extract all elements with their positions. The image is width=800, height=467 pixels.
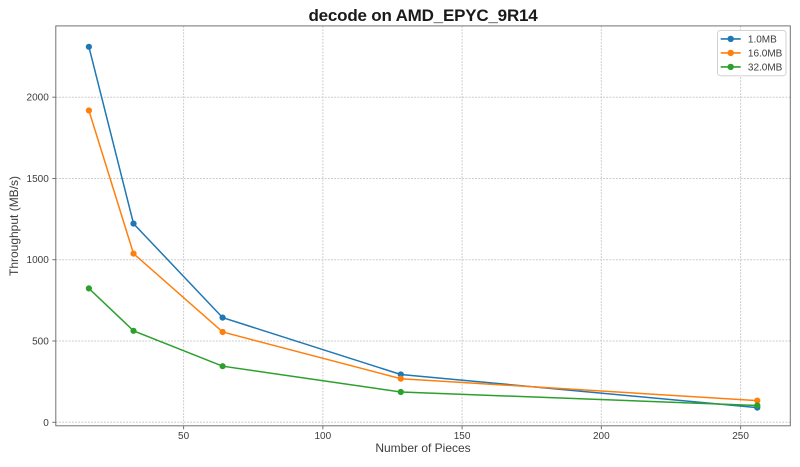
svg-text:100: 100 — [315, 431, 332, 442]
svg-text:50: 50 — [178, 431, 190, 442]
svg-text:150: 150 — [454, 431, 471, 442]
svg-text:1000: 1000 — [27, 255, 50, 266]
svg-text:500: 500 — [32, 337, 49, 348]
svg-text:250: 250 — [732, 431, 749, 442]
svg-text:Number of Pieces: Number of Pieces — [375, 441, 470, 455]
svg-text:2000: 2000 — [27, 93, 50, 104]
svg-text:32.0MB: 32.0MB — [748, 62, 783, 73]
svg-text:200: 200 — [593, 431, 610, 442]
svg-text:Throughput (MB/s): Throughput (MB/s) — [7, 176, 21, 276]
svg-text:decode on AMD_EPYC_9R14: decode on AMD_EPYC_9R14 — [308, 6, 538, 25]
svg-text:0: 0 — [43, 418, 49, 429]
svg-text:16.0MB: 16.0MB — [748, 48, 783, 59]
svg-text:1.0MB: 1.0MB — [748, 34, 777, 45]
svg-text:1500: 1500 — [27, 174, 50, 185]
